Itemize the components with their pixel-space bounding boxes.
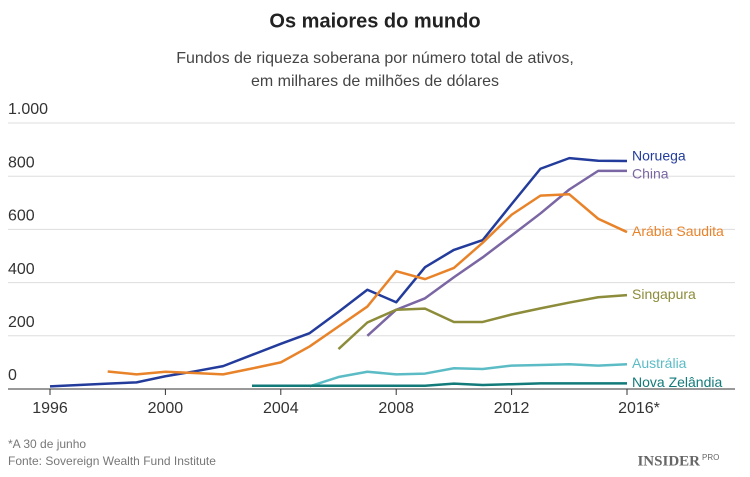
y-tick-label: 800 xyxy=(8,154,35,171)
chart-subtitle: em milhares de milhões de dólares xyxy=(251,73,499,90)
legend-label: Singapura xyxy=(632,286,696,302)
x-tick-label: 2008 xyxy=(378,400,414,417)
series-line xyxy=(107,193,628,376)
legend-label: Noruega xyxy=(632,148,686,164)
y-tick-label: 400 xyxy=(8,261,35,278)
x-tick-label: 1996 xyxy=(32,400,68,417)
series-line xyxy=(251,382,627,388)
y-tick-label: 1.000 xyxy=(8,101,48,118)
source: Fonte: Sovereign Wealth Fund Institute xyxy=(8,454,216,468)
x-tick-label: 2000 xyxy=(148,400,184,417)
chart-subtitle: Fundos de riqueza soberana por número to… xyxy=(176,50,574,67)
legend-label: Austrália xyxy=(632,355,687,371)
y-tick-label: 200 xyxy=(8,314,35,331)
series-line xyxy=(49,156,628,388)
y-tick-label: 600 xyxy=(8,208,35,225)
x-tick-label: 2012 xyxy=(494,400,530,417)
series-line xyxy=(366,169,627,337)
y-tick-label: 0 xyxy=(8,367,17,384)
series-line xyxy=(309,363,628,388)
legend-label: Arábia Saudita xyxy=(632,223,724,239)
chart-title: Os maiores do mundo xyxy=(269,10,480,32)
brand: INSIDER xyxy=(637,453,700,469)
legend-label: China xyxy=(632,166,669,182)
footnote: *A 30 de junho xyxy=(8,437,86,451)
x-tick-label: 2016* xyxy=(618,400,660,417)
legend-label: Nova Zelândia xyxy=(632,374,722,390)
series-line xyxy=(337,293,628,351)
brand-suffix: PRO xyxy=(702,453,719,462)
x-tick-label: 2004 xyxy=(263,400,299,417)
